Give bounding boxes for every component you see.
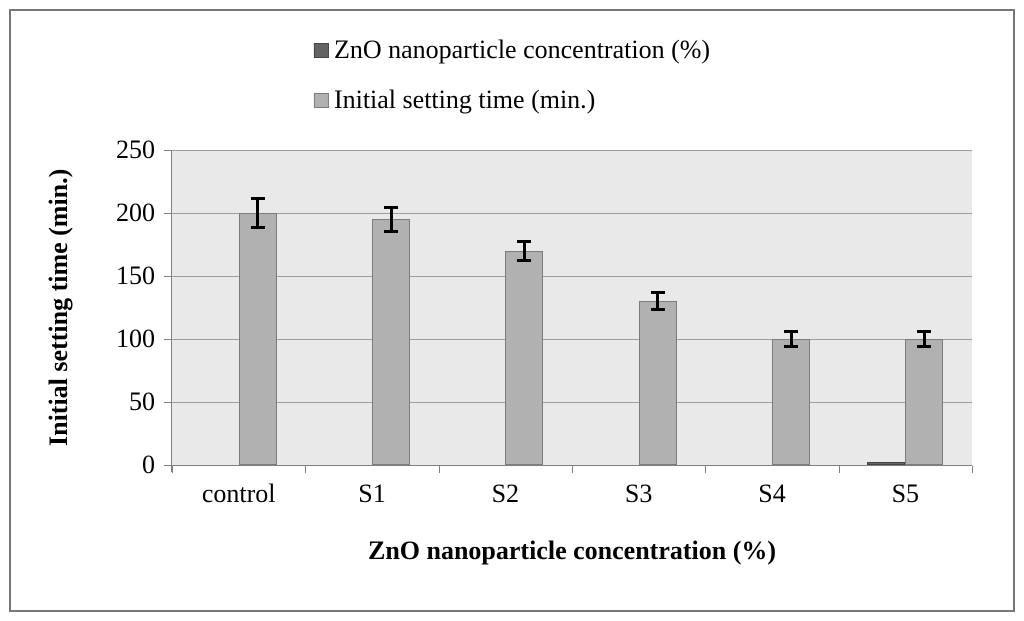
error-bar-cap	[650, 308, 665, 312]
y-tick-label: 0	[142, 450, 155, 479]
x-tick-mark	[972, 466, 973, 473]
bar	[772, 339, 810, 465]
legend-label: ZnO nanoparticle concentration (%)	[333, 35, 711, 64]
legend-swatch-icon	[313, 42, 329, 58]
error-bar	[256, 197, 260, 229]
legend-item: ZnO nanoparticle concentration (%)	[313, 33, 711, 67]
legend-item: Initial setting time (min.)	[313, 83, 596, 117]
y-tick-label: 200	[116, 198, 155, 227]
gridline	[172, 150, 972, 151]
y-tick-label: 100	[116, 324, 155, 353]
error-bar-cap	[784, 330, 798, 334]
gridline	[172, 213, 972, 214]
y-tick-mark	[164, 465, 171, 466]
error-bar-cap	[917, 344, 932, 348]
error-bar	[389, 206, 393, 232]
error-bar-cap	[250, 196, 265, 200]
bar	[905, 339, 944, 465]
x-category-label: S5	[891, 479, 920, 508]
plot-area	[164, 150, 973, 473]
y-tick-label: 250	[116, 135, 155, 164]
x-tick-mark	[438, 466, 440, 473]
x-tick-mark	[172, 466, 173, 473]
error-bar-cap	[650, 291, 665, 295]
y-tick-mark	[164, 213, 171, 214]
legend: ZnO nanoparticle concentration (%) Initia…	[313, 33, 711, 117]
error-bar-cap	[517, 239, 532, 243]
x-tick-mark	[305, 466, 307, 473]
y-tick-mark	[164, 402, 171, 403]
bar	[238, 213, 277, 465]
x-tick-mark	[572, 466, 573, 473]
bar	[372, 219, 410, 465]
y-tick-label: 50	[129, 387, 155, 416]
bar	[505, 250, 544, 465]
gridline	[172, 276, 972, 277]
x-category-label: S2	[491, 479, 520, 508]
gridline	[172, 339, 972, 340]
x-category-label: S4	[758, 479, 786, 508]
error-bar-cap	[384, 229, 398, 233]
error-bar-cap	[517, 258, 532, 262]
error-bar	[522, 240, 526, 261]
x-category-label: S1	[358, 479, 386, 508]
error-bar	[656, 292, 660, 310]
error-bar	[789, 331, 793, 347]
x-axis-line	[171, 465, 972, 466]
x-tick-mark	[838, 466, 840, 473]
bar	[638, 301, 677, 465]
x-category-label: S3	[624, 479, 653, 508]
error-bar-cap	[784, 344, 798, 348]
gridline	[172, 402, 972, 403]
x-axis-title: ZnO nanoparticle concentration (%)	[367, 536, 777, 565]
error-bar-cap	[384, 205, 398, 209]
error-bar-cap	[917, 330, 932, 334]
legend-swatch-icon	[313, 92, 329, 108]
error-bar-cap	[250, 226, 265, 230]
y-tick-mark	[164, 150, 171, 151]
y-axis-line	[171, 150, 172, 472]
y-tick-mark	[164, 339, 171, 340]
legend-label: Initial setting time (min.)	[333, 85, 596, 114]
x-tick-mark	[705, 466, 707, 473]
y-tick-mark	[164, 276, 171, 277]
bar	[867, 462, 906, 465]
error-bar	[922, 331, 926, 347]
y-tick-label: 150	[116, 261, 155, 290]
x-category-label: control	[201, 479, 276, 508]
